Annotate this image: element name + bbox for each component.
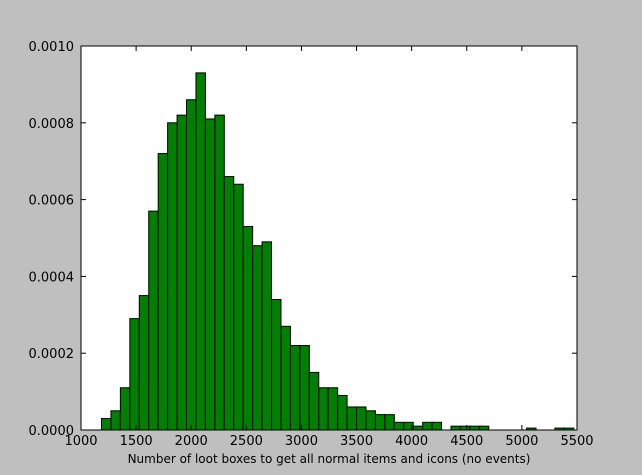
histogram-bar xyxy=(110,410,121,431)
histogram-bar xyxy=(223,176,235,431)
histogram-bar xyxy=(318,387,329,431)
histogram-bar xyxy=(167,122,178,431)
x-tick-label: 2500 xyxy=(230,434,263,449)
histogram-bar xyxy=(356,406,367,431)
x-tick-label: 1000 xyxy=(64,434,97,449)
y-tick-label: 0.0008 xyxy=(29,117,75,132)
histogram-bar xyxy=(469,425,480,431)
histogram-bar xyxy=(252,245,263,431)
histogram-bar xyxy=(138,295,150,431)
histogram-bar xyxy=(374,414,386,431)
histogram-bar xyxy=(431,421,443,431)
y-tick-label: 0.0004 xyxy=(29,270,75,285)
histogram-bar xyxy=(459,425,471,431)
x-tick-label: 3000 xyxy=(285,434,318,449)
ticks-group: 1000 1500 2000 2500 3000 3500 4000 4500 5000 5500… xyxy=(29,40,594,449)
plot-frame xyxy=(80,45,578,431)
histogram-bar xyxy=(384,414,395,431)
histogram-bar xyxy=(478,425,490,431)
histogram-bar xyxy=(214,114,225,431)
histogram-bar xyxy=(148,210,159,431)
x-tick-label: 1500 xyxy=(120,434,153,449)
y-tick-label: 0.0006 xyxy=(29,194,75,209)
histogram-bar xyxy=(327,387,339,431)
histogram-bar xyxy=(337,394,348,431)
histogram-bar xyxy=(422,421,433,431)
histogram-bar xyxy=(204,118,216,431)
histogram-bar xyxy=(195,72,206,431)
x-axis-label: Number of loot boxes to get all normal i… xyxy=(128,452,531,466)
histogram-bar xyxy=(346,406,358,431)
histogram-bar xyxy=(289,345,301,431)
histogram-bar xyxy=(176,114,188,431)
histogram-bar xyxy=(119,387,131,431)
histogram-bar xyxy=(412,425,424,431)
histogram-bar xyxy=(157,153,169,431)
x-tick-label: 2000 xyxy=(175,434,208,449)
x-tick-label: 5500 xyxy=(560,434,593,449)
x-tick-label: 5000 xyxy=(505,434,538,449)
histogram-bar xyxy=(261,241,273,431)
histogram-bar xyxy=(308,371,320,431)
histogram-bar xyxy=(365,410,376,431)
x-tick-label: 4000 xyxy=(395,434,428,449)
histogram-bar xyxy=(450,425,461,431)
y-tick-label: 0.0000 xyxy=(29,424,75,439)
histogram-bar xyxy=(280,325,291,431)
x-tick-label: 4500 xyxy=(450,434,483,449)
y-tick-label: 0.0002 xyxy=(29,347,75,362)
histogram-bar xyxy=(233,183,244,431)
x-tick-label: 3500 xyxy=(340,434,373,449)
histogram-bar xyxy=(129,318,140,431)
histogram-bar xyxy=(299,345,310,431)
histogram-bar xyxy=(271,298,282,431)
histogram-bar xyxy=(101,417,112,431)
y-tick-label: 0.0010 xyxy=(29,40,75,55)
histogram-bar xyxy=(393,421,405,431)
histogram-bar xyxy=(186,99,197,431)
histogram-bar xyxy=(242,225,254,431)
